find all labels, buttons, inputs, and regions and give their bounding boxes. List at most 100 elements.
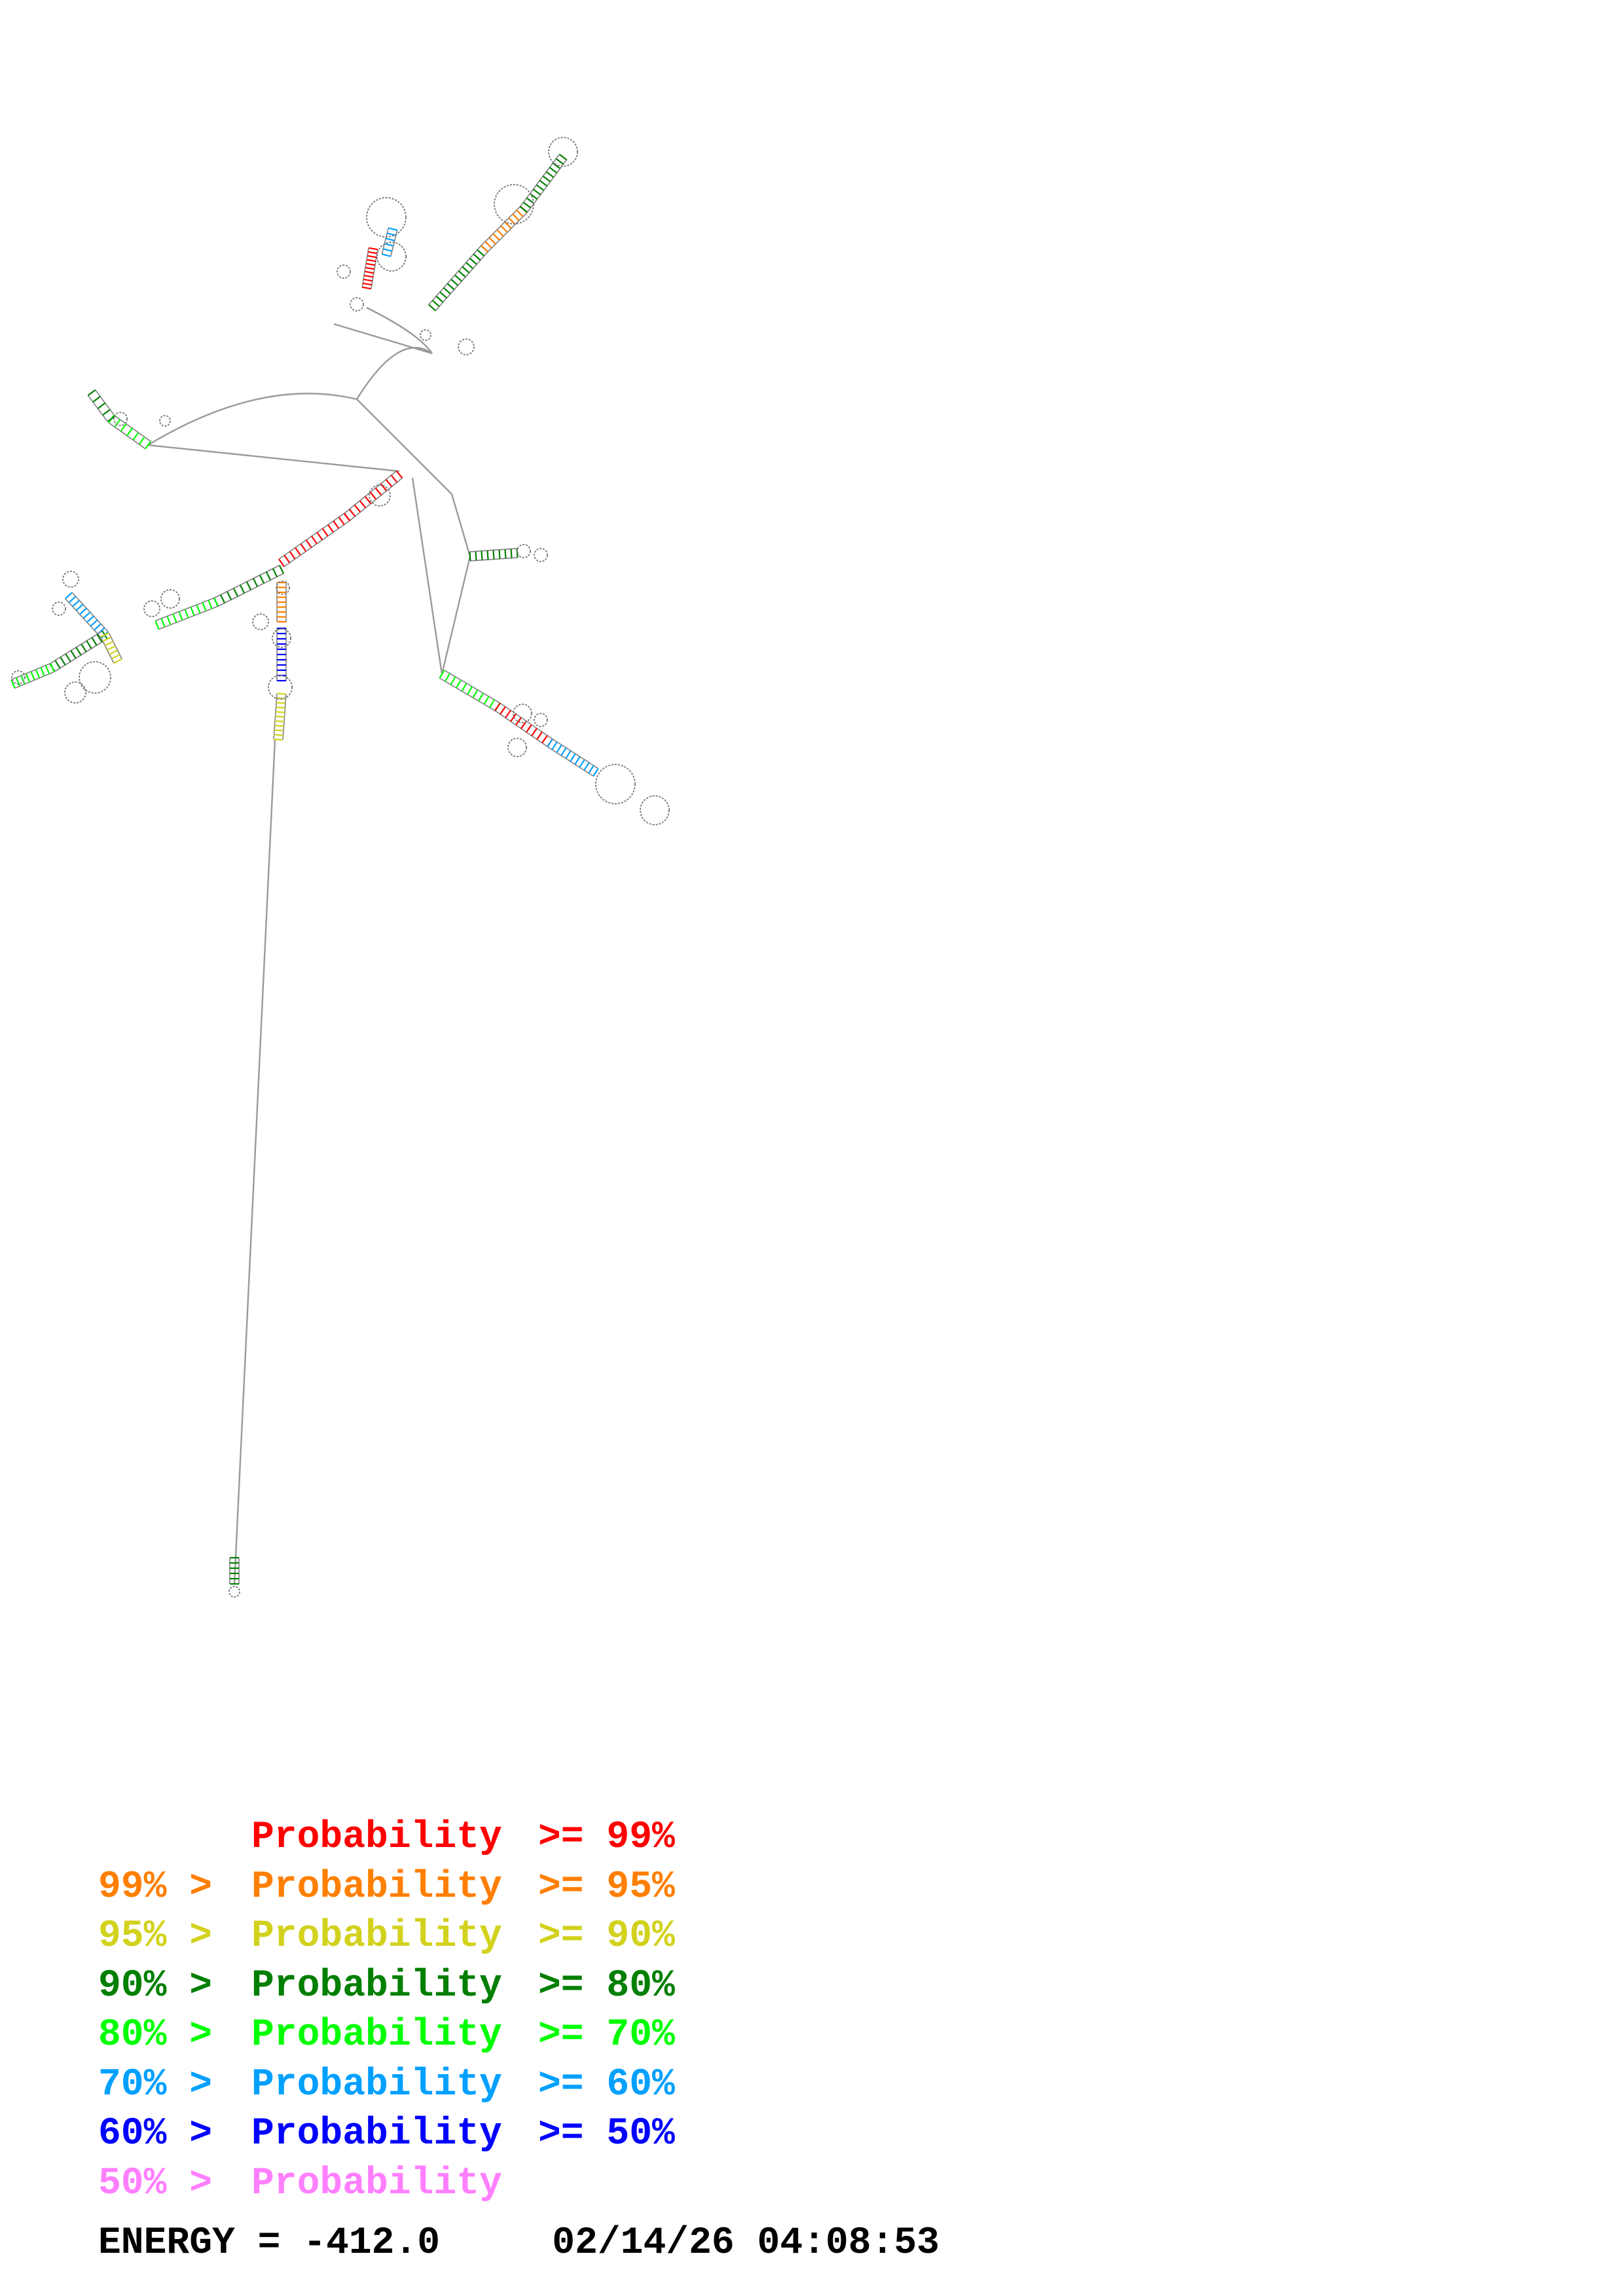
base-pair — [536, 731, 543, 740]
base-pair — [366, 259, 376, 262]
base-pair — [381, 253, 392, 257]
internal-loop — [160, 589, 180, 609]
internal-loop — [272, 628, 291, 648]
base-pair — [454, 274, 462, 282]
base-pair — [97, 402, 106, 410]
backbone-link — [441, 556, 471, 675]
base-pair — [445, 673, 450, 682]
hairpin-loop — [64, 681, 86, 704]
base-pair — [65, 592, 73, 600]
base-pair — [500, 225, 508, 233]
base-pair — [275, 711, 285, 713]
base-pair — [126, 427, 133, 437]
base-pair — [68, 596, 77, 603]
base-pair — [541, 735, 548, 744]
base-pair — [473, 253, 481, 261]
base-pair — [539, 179, 548, 187]
base-pair — [72, 600, 80, 607]
base-pair — [354, 504, 361, 513]
internal-loop — [513, 704, 532, 723]
base-pair — [516, 548, 519, 558]
hairpin-loop — [420, 329, 431, 341]
base-pair — [295, 547, 301, 556]
base-pair — [363, 278, 373, 282]
base-pair — [274, 729, 284, 732]
base-pair — [556, 744, 562, 753]
base-pair — [363, 274, 374, 278]
base-pair — [35, 669, 41, 679]
legend-suffix: >= 60% — [538, 2063, 675, 2106]
base-pair — [311, 535, 318, 545]
base-pair — [100, 632, 109, 638]
base-pair — [138, 436, 145, 445]
internal-loop — [494, 184, 534, 224]
legend-row: Probability >= 99% — [98, 1813, 675, 1863]
base-pair — [246, 581, 252, 590]
base-pair — [190, 607, 195, 616]
base-pair — [579, 759, 585, 768]
hairpin-loop — [159, 415, 171, 427]
base-pair — [20, 675, 26, 685]
hairpin-loop — [113, 412, 128, 426]
base-pair — [321, 528, 329, 537]
base-pair — [178, 611, 183, 620]
base-pair — [472, 689, 479, 698]
base-pair — [196, 604, 201, 614]
base-pair — [15, 677, 21, 687]
legend-row: 70% > Probability >= 60% — [98, 2060, 675, 2110]
base-pair — [365, 266, 375, 270]
base-pair — [574, 756, 581, 765]
legend-suffix: >= 99% — [538, 1816, 675, 1859]
base-pair — [305, 539, 312, 548]
helix-strand — [381, 228, 389, 255]
backbone-link — [411, 477, 443, 675]
base-pair — [90, 619, 98, 627]
hairpin-loop — [62, 571, 79, 588]
base-pair — [109, 649, 119, 655]
rna-loops — [11, 137, 670, 1598]
base-pair — [552, 162, 561, 170]
base-pair — [462, 266, 470, 274]
legend-prefix: 99% > — [98, 1865, 213, 1909]
base-pair — [565, 750, 572, 759]
legend-prefix: 50% > — [98, 2162, 213, 2205]
base-pair — [54, 660, 61, 669]
hairpin-loop — [640, 795, 670, 825]
hairpin-loop — [350, 297, 364, 312]
base-pair — [219, 594, 226, 603]
base-pair — [583, 762, 590, 771]
base-pair — [475, 551, 477, 561]
energy-label: ENERGY = — [98, 2222, 281, 2265]
base-pair — [87, 389, 96, 397]
rna-backbone — [147, 306, 471, 1585]
base-pair — [431, 300, 440, 308]
base-pair — [428, 304, 436, 312]
base-pair — [390, 475, 398, 483]
energy-line: ENERGY = -412.0 02/14/26 04:08:53 — [98, 2222, 939, 2265]
base-pair — [65, 653, 71, 662]
base-pair — [447, 283, 455, 291]
base-pair — [348, 509, 356, 517]
base-pair — [25, 673, 31, 683]
base-pair — [500, 706, 506, 715]
base-pair — [536, 184, 545, 191]
base-pair — [359, 500, 367, 509]
base-pair — [542, 175, 551, 183]
base-pair — [75, 647, 82, 656]
base-pair — [510, 713, 517, 722]
internal-loop — [595, 764, 636, 804]
base-pair — [60, 656, 66, 666]
legend-row: 99% > Probability >= 95% — [98, 1863, 675, 1912]
base-pair — [469, 551, 471, 562]
base-pair — [367, 255, 377, 259]
base-pair — [361, 286, 372, 290]
rna-helices — [10, 153, 599, 1585]
base-pair — [505, 709, 511, 719]
base-pair — [102, 636, 112, 642]
base-pair — [489, 699, 495, 708]
base-pair — [107, 415, 116, 423]
hairpin-loop — [548, 137, 578, 167]
base-pair — [364, 270, 374, 274]
base-pair — [75, 603, 84, 611]
base-pair — [522, 202, 532, 209]
